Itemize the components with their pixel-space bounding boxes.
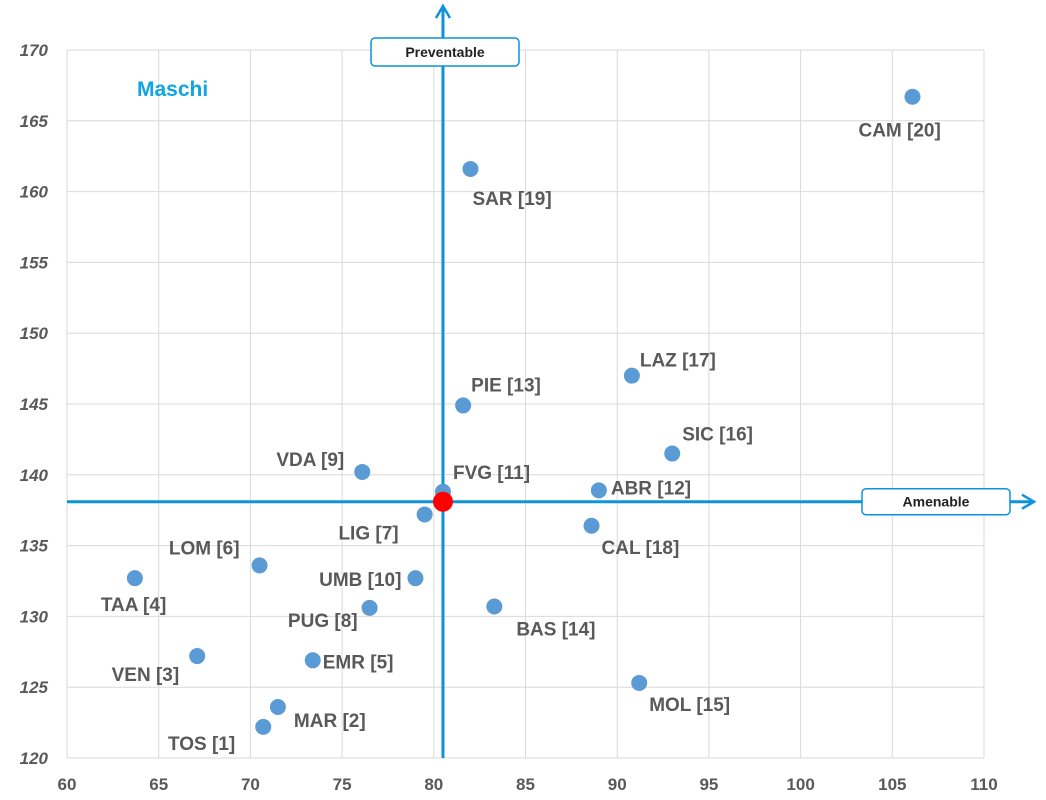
x-tick-label: 65 xyxy=(149,775,168,794)
data-point-label: MAR [2] xyxy=(294,711,366,732)
data-point xyxy=(583,517,600,534)
chart-title: Maschi xyxy=(137,78,208,101)
data-point-label: LIG [7] xyxy=(338,523,398,544)
data-point-label: EMR [5] xyxy=(323,652,394,673)
y-tick-label: 165 xyxy=(20,112,49,131)
data-point xyxy=(304,652,321,669)
data-point-label: LOM [6] xyxy=(169,538,240,559)
data-point xyxy=(904,88,921,105)
arrow-right-icon xyxy=(1021,493,1037,510)
data-point xyxy=(354,463,371,480)
x-tick-label: 110 xyxy=(970,775,997,794)
x-tick-label: 105 xyxy=(878,775,906,794)
data-point xyxy=(416,506,433,523)
data-point-label: PUG [8] xyxy=(288,611,358,632)
data-point-label: UMB [10] xyxy=(319,570,401,591)
data-point-label: BAS [14] xyxy=(516,619,595,640)
data-point-label: CAL [18] xyxy=(602,538,680,559)
y-tick-label: 160 xyxy=(20,183,49,202)
preventable-axis-label: Preventable xyxy=(405,44,485,60)
y-tick-label: 125 xyxy=(20,678,49,697)
data-point-label: LAZ [17] xyxy=(640,351,716,372)
reference-lines: Preventable Amenable xyxy=(67,3,1037,758)
y-tick-label: 170 xyxy=(20,41,49,60)
data-point-label: SAR [19] xyxy=(472,189,551,210)
data-point-label: CAM [20] xyxy=(858,121,940,142)
data-point-label: FVG [11] xyxy=(453,463,530,484)
data-point xyxy=(361,599,378,616)
data-point xyxy=(462,160,479,177)
data-point xyxy=(251,557,268,574)
data-point xyxy=(623,367,640,384)
data-point xyxy=(269,699,286,716)
data-point-label: TOS [1] xyxy=(168,734,235,755)
data-point-label: TAA [4] xyxy=(101,595,166,616)
data-point-label: SIC [16] xyxy=(682,425,753,446)
x-tick-label: 80 xyxy=(424,775,443,794)
data-point xyxy=(255,718,272,735)
y-tick-label: 130 xyxy=(20,607,49,626)
y-tick-label: 140 xyxy=(20,466,49,485)
reference-point xyxy=(432,491,453,512)
y-tick-label: 155 xyxy=(20,253,49,272)
amenable-axis-label: Amenable xyxy=(903,494,970,510)
amenable-axis-box xyxy=(861,487,1011,516)
y-tick-label: 135 xyxy=(20,537,49,556)
data-point-label: ABR [12] xyxy=(611,478,691,499)
x-tick-label: 100 xyxy=(786,775,814,794)
data-point xyxy=(590,482,607,499)
data-point xyxy=(126,570,143,587)
data-point xyxy=(189,648,206,665)
grid-layer xyxy=(66,49,985,759)
x-tick-label: 60 xyxy=(58,775,77,794)
data-point-label: PIE [13] xyxy=(471,375,541,396)
x-tick-label: 95 xyxy=(699,775,718,794)
y-tick-label: 150 xyxy=(20,324,49,343)
x-tick-label: 75 xyxy=(333,775,352,794)
arrow-up-icon xyxy=(434,3,452,19)
data-point xyxy=(407,570,424,587)
data-point-label: VDA [9] xyxy=(276,450,344,471)
preventable-axis-box xyxy=(370,37,520,67)
data-points xyxy=(126,88,921,735)
data-point xyxy=(486,598,503,615)
data-point-label: MOL [15] xyxy=(649,695,730,716)
data-point xyxy=(664,445,681,462)
tick-labels: 60 65 70 75 80 85 90 95 100 105 110 120 125 130 135 140… xyxy=(20,41,998,794)
data-point-label: VEN [3] xyxy=(112,665,180,686)
y-tick-label: 145 xyxy=(20,395,49,414)
data-point-labels: TOS [1] MAR [2] VEN [3] TAA [4] EMR [5] LOM [… xyxy=(101,121,941,755)
data-point xyxy=(631,674,648,691)
data-point xyxy=(455,397,472,414)
y-tick-label: 120 xyxy=(20,749,49,768)
x-tick-label: 90 xyxy=(608,775,627,794)
x-tick-label: 70 xyxy=(241,775,260,794)
x-tick-label: 85 xyxy=(516,775,535,794)
